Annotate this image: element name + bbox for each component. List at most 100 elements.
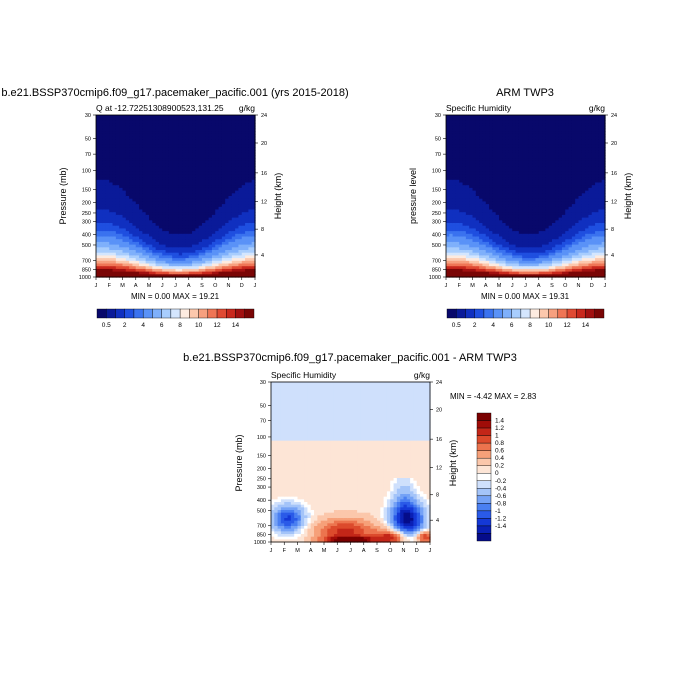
heatmap-cell bbox=[469, 142, 474, 146]
heatmap-cell bbox=[142, 123, 147, 127]
heatmap-cell bbox=[195, 263, 200, 267]
heatmap-cell bbox=[208, 231, 213, 235]
heatmap-cell bbox=[462, 171, 467, 175]
heatmap-cell bbox=[185, 201, 190, 205]
heatmap-cell bbox=[462, 247, 467, 251]
heatmap-cell bbox=[195, 204, 200, 208]
heatmap-cell bbox=[482, 150, 487, 154]
heatmap-cell bbox=[112, 123, 117, 127]
heatmap-cell bbox=[195, 239, 200, 243]
heatmap-cell bbox=[202, 196, 206, 200]
heatmap-cell bbox=[505, 263, 510, 267]
heatmap-cell bbox=[552, 263, 556, 267]
heatmap-cell bbox=[162, 252, 167, 256]
heatmap-cell bbox=[109, 182, 114, 186]
heatmap-cell bbox=[109, 169, 114, 173]
heatmap-cell bbox=[162, 150, 167, 154]
heatmap-cell bbox=[218, 258, 223, 262]
heatmap-cell bbox=[162, 155, 167, 159]
heatmap-cell bbox=[122, 271, 127, 275]
heatmap-cell bbox=[472, 179, 477, 184]
heatmap-cell bbox=[459, 158, 464, 162]
heatmap-cell bbox=[452, 209, 457, 213]
heatmap-cell bbox=[525, 255, 530, 259]
heatmap-cell bbox=[142, 198, 147, 202]
heatmap-cell bbox=[522, 214, 527, 219]
heatmap-cell bbox=[518, 150, 523, 154]
heatmap-cell bbox=[109, 171, 114, 175]
heatmap-cell bbox=[248, 258, 253, 262]
heatmap-cell bbox=[538, 177, 543, 181]
heatmap-cell bbox=[489, 155, 493, 159]
heatmap-cell bbox=[492, 252, 497, 256]
heatmap-cell bbox=[548, 123, 553, 127]
heatmap-cell bbox=[499, 252, 503, 256]
heatmap-cell bbox=[139, 133, 143, 138]
heatmap-cell bbox=[495, 204, 500, 208]
heatmap-cell bbox=[109, 260, 114, 265]
heatmap-cell bbox=[535, 225, 540, 229]
heatmap-cell bbox=[122, 144, 127, 148]
heatmap-cell bbox=[175, 241, 180, 246]
heatmap-cell bbox=[205, 247, 210, 251]
heatmap-cell bbox=[139, 120, 143, 124]
heatmap-cell bbox=[175, 255, 180, 259]
heatmap-cell bbox=[228, 228, 233, 232]
heatmap-cell bbox=[228, 225, 233, 229]
heatmap-cell bbox=[241, 214, 246, 219]
heatmap-cell bbox=[552, 163, 556, 167]
heatmap-cell bbox=[195, 158, 200, 162]
heatmap-cell bbox=[238, 131, 243, 135]
heatmap-cell bbox=[115, 231, 120, 235]
heatmap-cell bbox=[205, 228, 210, 232]
heatmap-cell bbox=[228, 233, 233, 238]
heatmap-cell bbox=[185, 274, 190, 278]
heatmap-cell bbox=[482, 225, 487, 229]
heatmap-cell bbox=[158, 139, 163, 143]
heatmap-cell bbox=[132, 174, 137, 178]
heatmap-cell bbox=[542, 252, 546, 256]
heatmap-cell bbox=[545, 196, 550, 200]
heatmap-cell bbox=[455, 120, 460, 124]
heatmap-cell bbox=[522, 182, 527, 186]
heatmap-cell bbox=[96, 152, 100, 157]
heatmap-cell bbox=[125, 247, 130, 251]
heatmap-cell bbox=[185, 247, 190, 251]
heatmap-cell bbox=[208, 133, 213, 138]
heatmap-cell bbox=[538, 201, 543, 205]
heatmap-cell bbox=[505, 217, 510, 221]
heatmap-cell bbox=[158, 144, 163, 148]
heatmap-cell bbox=[129, 258, 134, 262]
colorbar-swatch bbox=[133, 308, 144, 319]
heatmap-cell bbox=[125, 239, 130, 243]
heatmap-cell bbox=[132, 144, 137, 148]
heatmap-cell bbox=[522, 142, 527, 146]
heatmap-cell bbox=[462, 136, 467, 140]
heatmap-cell bbox=[158, 150, 163, 154]
heatmap-cell bbox=[452, 241, 457, 246]
heatmap-cell bbox=[462, 160, 467, 165]
heatmap-cell bbox=[188, 241, 193, 246]
heatmap-cell bbox=[188, 250, 193, 254]
heatmap-cell bbox=[492, 125, 497, 130]
heatmap-cell bbox=[462, 271, 467, 275]
heatmap-cell bbox=[469, 220, 474, 224]
heatmap-cell bbox=[198, 236, 203, 240]
heatmap-cell bbox=[182, 142, 187, 146]
heatmap-cell bbox=[465, 142, 470, 146]
heatmap-cell bbox=[479, 179, 484, 184]
heatmap-cell bbox=[465, 231, 470, 235]
heatmap-cell bbox=[241, 150, 246, 154]
heatmap-cell bbox=[538, 187, 543, 192]
heatmap-cell bbox=[449, 139, 454, 143]
heatmap-cell bbox=[542, 123, 546, 127]
heatmap-cell bbox=[188, 252, 193, 256]
heatmap-cell bbox=[105, 177, 110, 181]
heatmap-cell bbox=[162, 123, 167, 127]
heatmap-cell bbox=[251, 209, 256, 213]
heatmap-cell bbox=[195, 212, 200, 216]
heatmap-cell bbox=[485, 271, 490, 275]
heatmap-cell bbox=[555, 163, 560, 167]
heatmap-cell bbox=[475, 185, 480, 189]
